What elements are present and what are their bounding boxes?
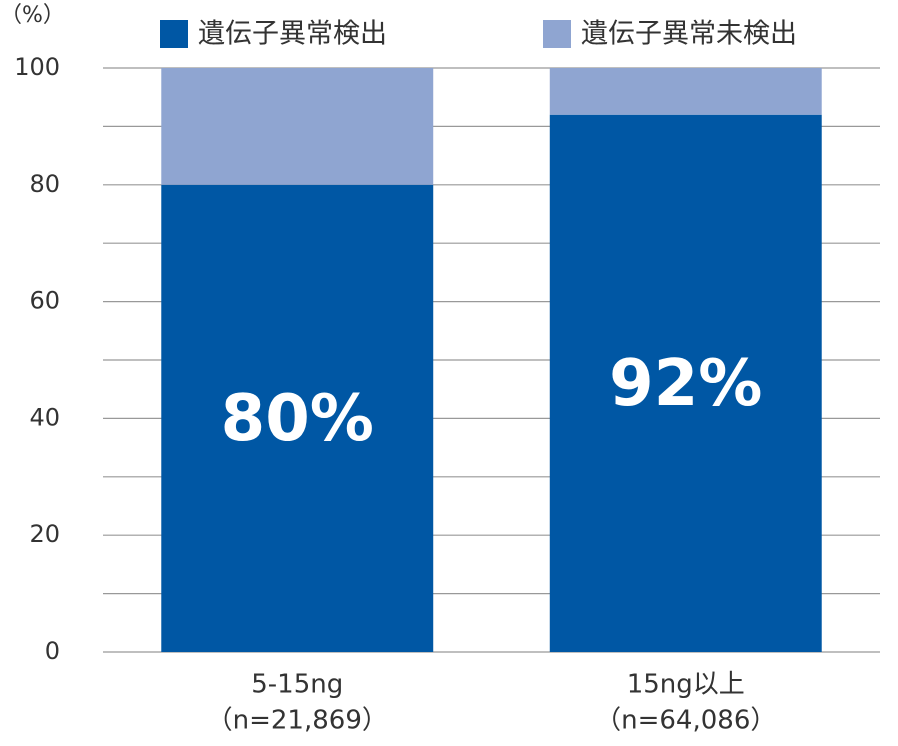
- x-tick-label: 5-15ng: [251, 670, 343, 700]
- y-tick-label: 80: [29, 170, 60, 198]
- y-tick-label: 0: [45, 637, 60, 665]
- legend-swatch: [160, 20, 188, 48]
- legend-label: 遺伝子異常未検出: [581, 19, 797, 50]
- y-tick-label: 100: [14, 53, 60, 81]
- value-label: 92%: [609, 347, 762, 421]
- x-tick-label: 15ng以上: [627, 670, 745, 700]
- x-tick-label: （n=21,869）: [207, 706, 388, 736]
- bar-segment: [161, 68, 434, 185]
- y-tick-label: 20: [29, 520, 60, 548]
- legend-label: 遺伝子異常検出: [198, 19, 387, 50]
- y-tick-label: 60: [29, 287, 60, 315]
- y-tick-label: 40: [29, 403, 60, 431]
- bar-segment: [549, 68, 822, 115]
- bar-segment: [549, 114, 822, 653]
- legend-swatch: [543, 20, 571, 48]
- bar-segment: [161, 184, 434, 653]
- y-unit-label: （%）: [0, 3, 65, 28]
- value-label: 80%: [221, 382, 374, 456]
- x-tick-label: （n=64,086）: [595, 706, 776, 736]
